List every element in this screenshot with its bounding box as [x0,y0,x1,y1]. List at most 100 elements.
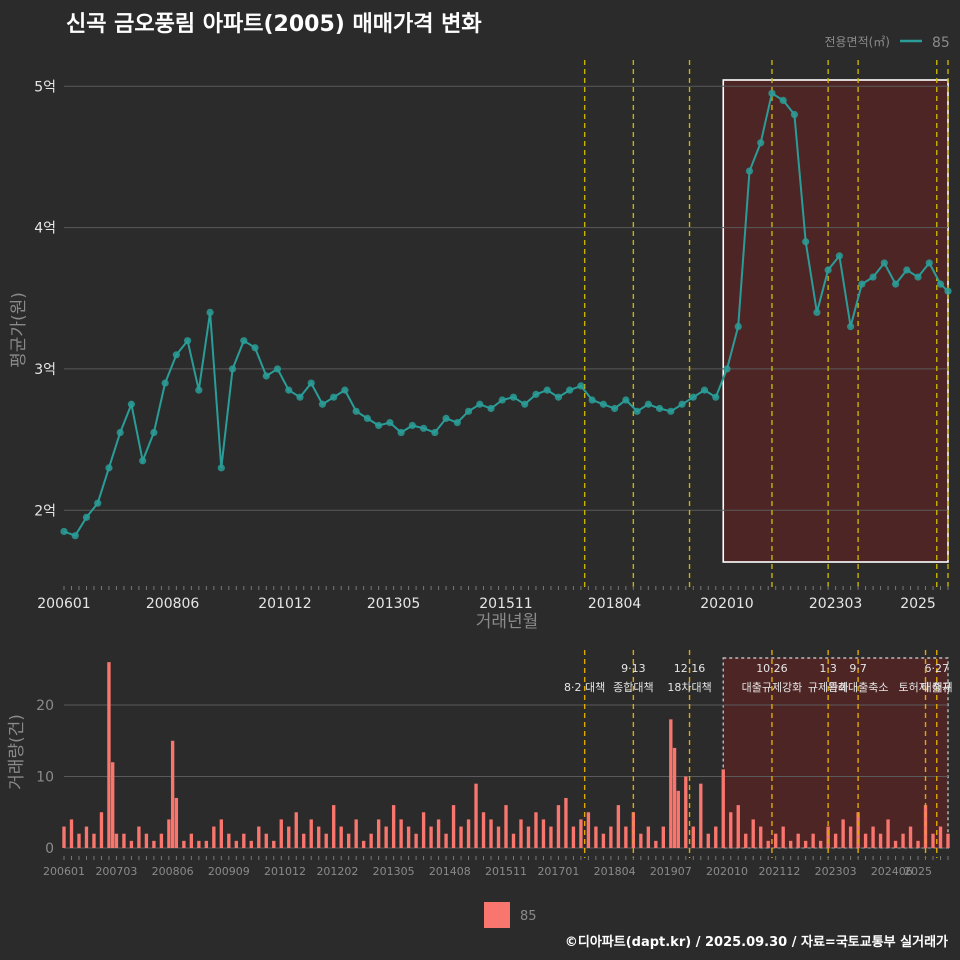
volume-bar [886,819,890,848]
volume-bar [129,840,134,848]
price-point [150,428,158,437]
x-tick-label: 200601 [37,596,90,612]
price-point [566,386,574,394]
volume-bar [721,769,725,848]
volume-bar [564,797,568,848]
volume-bar [549,826,553,848]
price-point [611,404,619,413]
volume-bar [781,826,785,848]
volume-bar [481,812,486,848]
volume-bar [69,819,74,848]
volume-bar [436,819,441,848]
y-tick-label: 2억 [34,503,56,519]
volume-bar [159,833,164,848]
volume-bar [878,833,883,848]
volume-bar [137,826,141,848]
x-tick-label: 201804 [588,596,642,612]
price-point [285,386,293,394]
y-tick-label: 3억 [34,362,56,378]
volume-bar [714,826,718,848]
volume-bar [189,833,194,848]
y-tick-label: 4억 [34,221,56,237]
price-point [824,266,832,274]
price-point [768,89,776,97]
volume-x-tick-label: 201907 [650,865,692,878]
volume-bar [459,826,463,848]
volume-y-tick-label: 20 [36,698,54,714]
volume-y-axis-title: 거래량(건) [7,714,27,790]
price-point [554,393,563,401]
price-point [498,396,506,404]
policy-name-label: 8·2 대책 [564,681,605,694]
volume-legend-label: 85 [520,909,537,924]
price-point [734,322,742,331]
volume-bar [107,662,111,848]
price-point [386,419,394,427]
volume-bar [429,826,433,848]
volume-bar [676,790,680,848]
policy-date-label: 10·26 [756,662,788,675]
volume-bar [669,719,673,848]
volume-bar [62,826,66,848]
price-point [745,167,754,175]
price-point [363,414,372,422]
volume-bar [170,740,175,848]
volume-bar [759,826,763,848]
volume-bar [212,826,216,848]
price-point [891,280,900,288]
price-point [644,400,652,408]
volume-bar [406,826,411,848]
price-point [105,464,113,472]
price-point [442,414,450,422]
volume-bar [369,833,373,848]
volume-highlight-region [722,657,949,849]
volume-bar [684,776,688,848]
price-point [453,419,461,427]
policy-name-label: 토허제 해제 [898,680,952,694]
volume-bar [249,840,253,848]
volume-bar [399,819,403,848]
price-point [925,259,933,267]
volume-bar [586,812,591,848]
volume-bar [324,833,328,848]
volume-bar [893,840,898,848]
volume-bar [691,826,695,848]
volume-bar [264,833,268,848]
price-point [914,273,922,281]
volume-bar [796,833,800,848]
volume-x-tick-label: 202406 [871,865,913,878]
volume-bar [931,833,935,848]
price-point [667,407,675,415]
price-point [217,464,225,472]
volume-bar [346,833,351,848]
volume-bar [639,833,643,848]
volume-bar [579,819,583,848]
volume-bar [294,812,298,848]
volume-bar [938,826,943,848]
price-point [835,252,843,260]
volume-bar [729,812,733,848]
price-point [476,400,484,408]
price-point [622,396,630,404]
price-point [330,393,338,401]
x-tick-label: 200806 [146,596,200,612]
volume-bar [848,826,853,848]
volume-bar [92,833,96,848]
volume-bar [309,819,313,848]
x-tick-label: 202303 [809,596,862,612]
legend-label: 85 [932,35,950,51]
volume-bar [332,805,336,848]
volume-bar [421,812,426,848]
x-tick-label: 201012 [258,596,311,612]
price-point [273,365,282,373]
price-point [509,393,518,401]
price-point [184,337,192,345]
price-point [94,499,102,507]
price-point [678,400,686,408]
volume-bar [788,840,793,848]
price-point [723,365,731,373]
price-point [60,527,68,536]
volume-bar [534,812,538,848]
price-point [172,351,180,359]
volume-bar [84,826,89,848]
